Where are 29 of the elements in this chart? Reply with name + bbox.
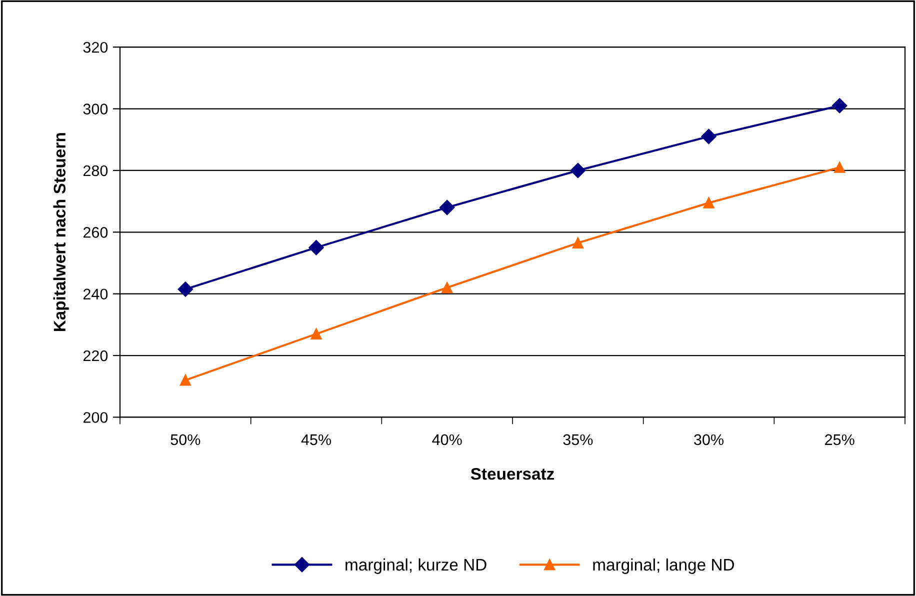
point <box>570 162 586 178</box>
point <box>310 328 322 340</box>
x-tick-label: 40% <box>432 434 462 446</box>
x-tick-label: 25% <box>825 434 854 446</box>
x-tick-label: 50% <box>170 434 200 446</box>
legend-label: marginal; lange ND <box>593 558 734 574</box>
y-tick-label: 200 <box>83 412 108 423</box>
y-tick-label: 240 <box>83 288 108 300</box>
x-tick-label: 35% <box>563 434 593 446</box>
point <box>308 240 324 256</box>
point <box>834 162 846 173</box>
point <box>832 98 848 114</box>
y-axis-title: Kapitalwert nach Steuern <box>53 133 69 332</box>
point <box>442 282 453 294</box>
point <box>178 282 193 297</box>
x-tick-label: 30% <box>694 434 724 446</box>
point <box>180 374 191 386</box>
y-tick-label: 320 <box>83 42 108 53</box>
point <box>440 200 455 216</box>
legend-label: marginal; kurze ND <box>346 558 486 574</box>
x-tick-label: 45% <box>301 434 331 446</box>
y-tick-label: 280 <box>83 165 108 176</box>
y-tick-label: 300 <box>83 104 108 114</box>
point <box>701 128 716 144</box>
point <box>703 197 714 208</box>
y-tick-label: 260 <box>83 227 108 238</box>
y-tick-label: 220 <box>83 350 108 362</box>
x-axis-title: Steuersatz <box>470 468 554 480</box>
point <box>572 237 584 248</box>
